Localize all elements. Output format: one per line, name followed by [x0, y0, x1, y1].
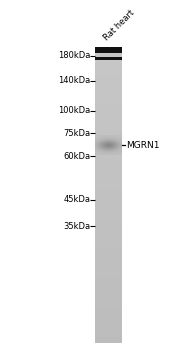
Text: 140kDa: 140kDa — [58, 76, 90, 85]
Text: 100kDa: 100kDa — [58, 106, 90, 115]
Text: 180kDa: 180kDa — [58, 51, 90, 60]
Bar — [95, 47, 122, 53]
Text: 60kDa: 60kDa — [63, 152, 90, 161]
Text: 45kDa: 45kDa — [63, 195, 90, 204]
Text: 75kDa: 75kDa — [63, 129, 90, 138]
Bar — [95, 57, 122, 60]
Text: MGRN1: MGRN1 — [126, 141, 159, 150]
Text: Rat heart: Rat heart — [102, 8, 136, 42]
Text: 35kDa: 35kDa — [63, 222, 90, 231]
